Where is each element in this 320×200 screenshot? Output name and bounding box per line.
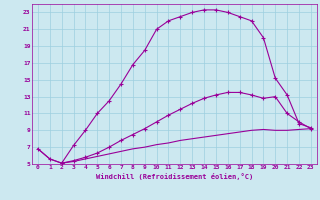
X-axis label: Windchill (Refroidissement éolien,°C): Windchill (Refroidissement éolien,°C) xyxy=(96,173,253,180)
